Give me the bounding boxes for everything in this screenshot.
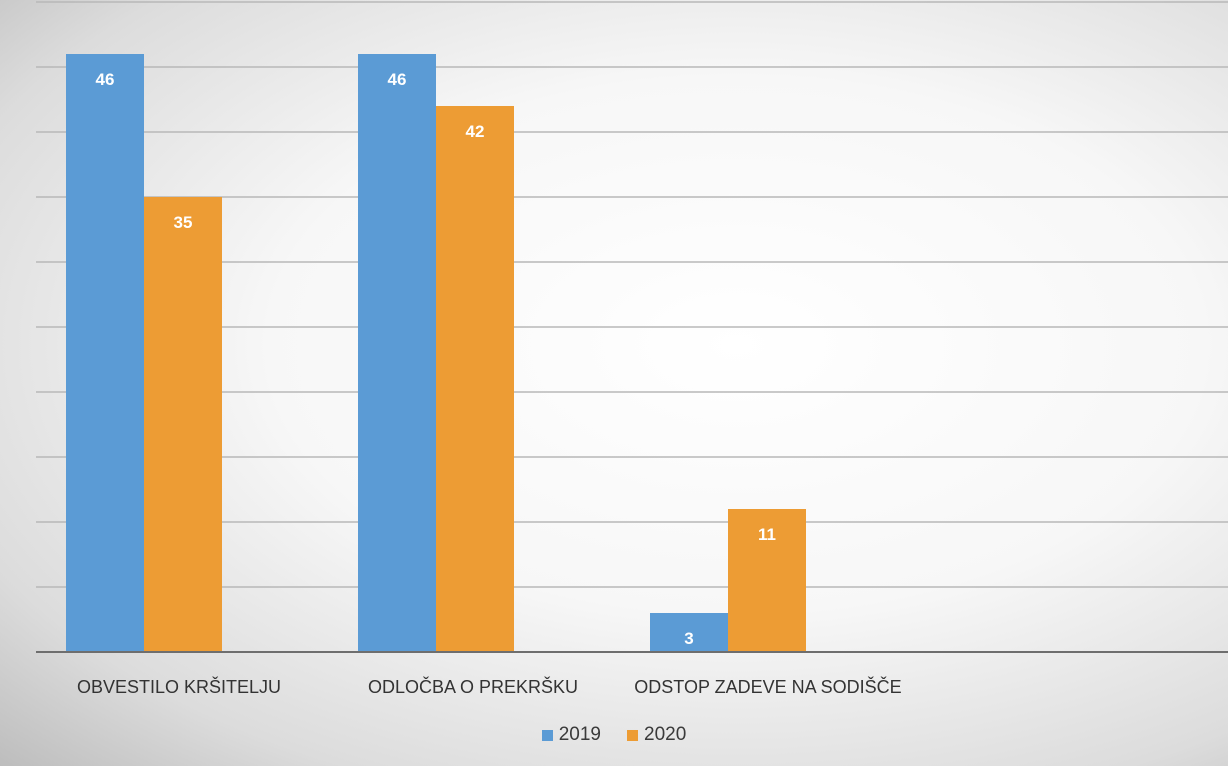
data-label-2020-0: 35	[174, 213, 193, 232]
legend-item-2019: 2019	[541, 724, 601, 746]
legend-label-2020: 2020	[644, 724, 687, 745]
data-label-2019-1: 46	[388, 70, 407, 89]
x-tick-label: OBVESTILO KRŠITELJU	[77, 676, 281, 697]
x-tick-label: ODSTOP ZADEVE NA SODIŠČE	[634, 676, 901, 697]
bar-2020-1	[436, 106, 514, 652]
bar-2019-1	[358, 54, 436, 652]
bar-2020-2	[728, 509, 806, 652]
data-label-2020-1: 42	[466, 122, 485, 141]
data-label-2019-0: 46	[96, 70, 115, 89]
legend-item-2020: 2020	[627, 724, 686, 746]
data-label-2019-2: 3	[684, 629, 693, 648]
bar-2020-0	[144, 197, 222, 652]
x-tick-label: ODLOČBA O PREKRŠKU	[368, 676, 578, 697]
legend-swatch-2020	[627, 729, 638, 741]
chart-legend: 2019 2020	[0, 724, 1228, 746]
bar-2019-0	[66, 54, 144, 652]
legend-swatch-2019	[541, 729, 553, 741]
bar-2019-2	[650, 613, 728, 652]
legend-label-2019: 2019	[558, 724, 601, 745]
data-label-2020-2: 11	[758, 525, 776, 544]
